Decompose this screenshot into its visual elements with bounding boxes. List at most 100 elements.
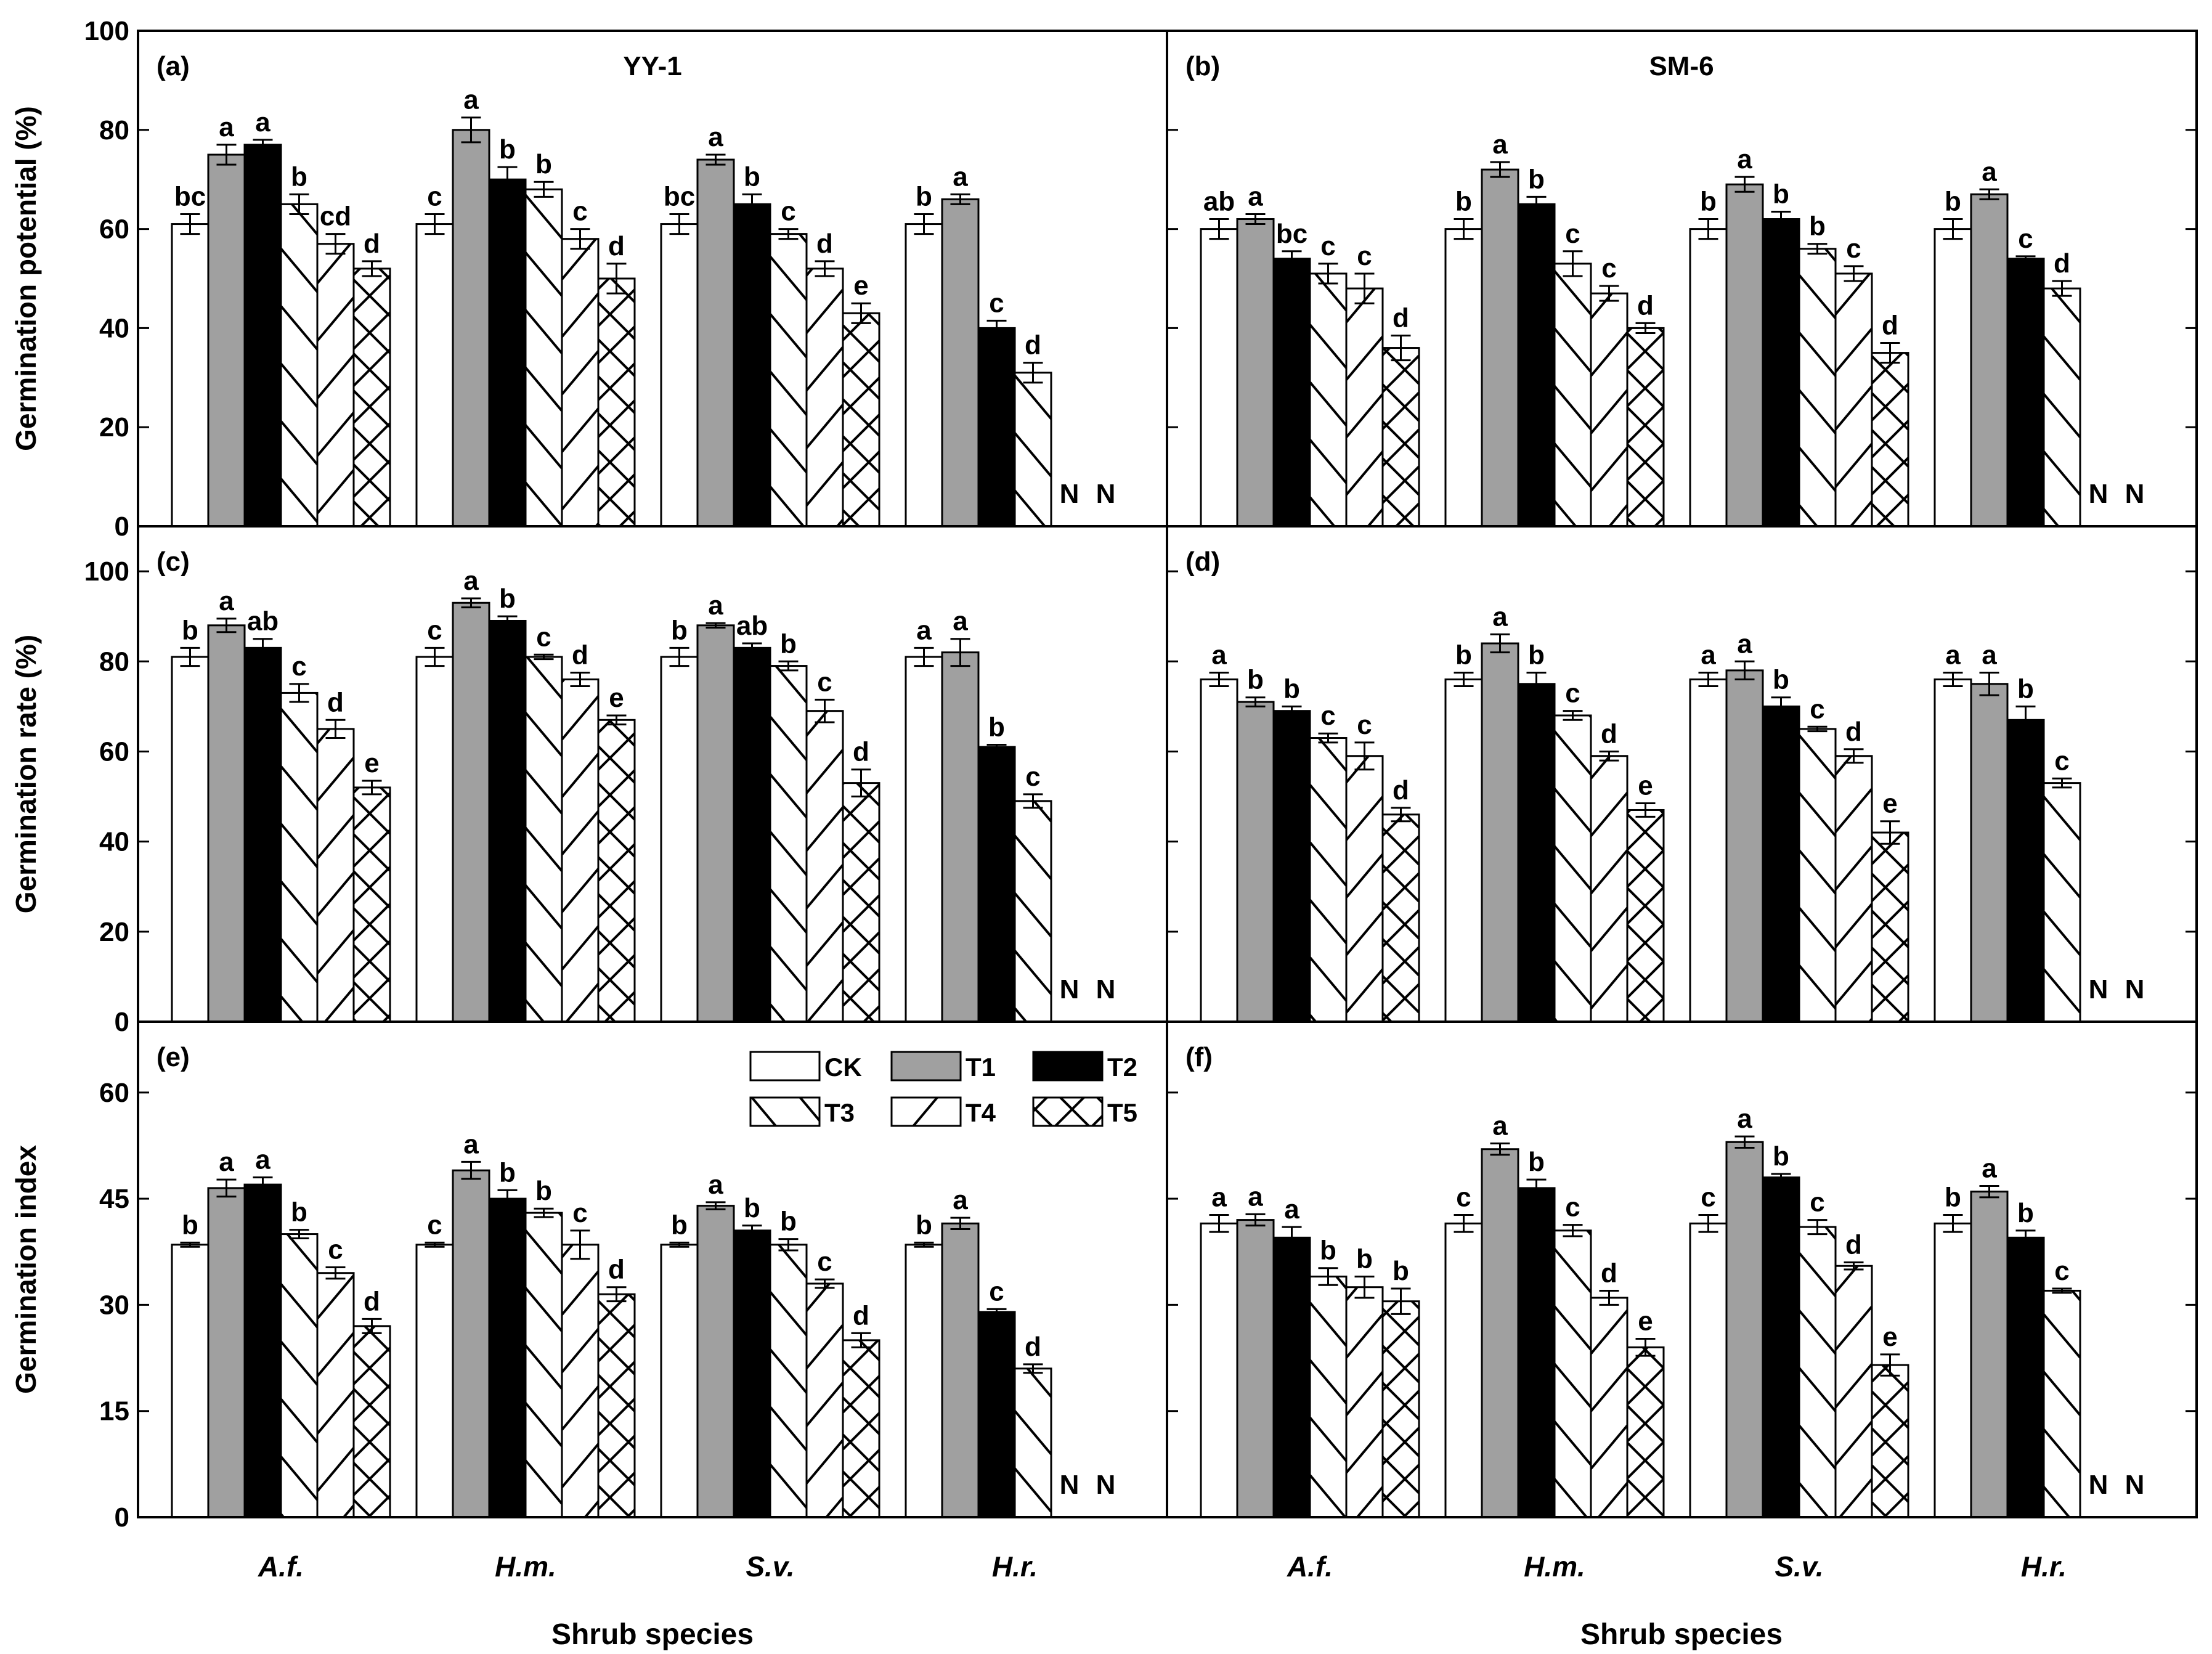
significance-letter: b — [1945, 1183, 1961, 1213]
bar-T3-3 — [1014, 1367, 1052, 1518]
significance-letter: a — [463, 566, 479, 596]
panel-title: YY-1 — [623, 51, 681, 81]
bar-T2-3 — [977, 1311, 1016, 1518]
y-axis-title: Germination potential (%) — [10, 106, 42, 451]
significance-letter: bc — [1276, 219, 1307, 249]
significance-letter: b — [1773, 665, 1789, 695]
bar-T1-2 — [1725, 669, 1764, 1023]
y-axis-title: Germination index — [10, 1145, 42, 1394]
x-tick-label: A.f. — [258, 1550, 304, 1583]
significance-letter: d — [1845, 717, 1862, 747]
bar-T1-3 — [941, 1222, 980, 1518]
bar-T3-3 — [1014, 372, 1052, 528]
bar-T1-3 — [941, 651, 980, 1023]
bar-T1-3 — [1970, 683, 2009, 1023]
bar-T3-3 — [1014, 800, 1052, 1023]
significance-letter: e — [1638, 1306, 1653, 1337]
bar-CK-2 — [660, 223, 699, 528]
bar-T2-1 — [488, 1197, 527, 1518]
bar-T5-1 — [597, 1293, 636, 1518]
x-tick-label: A.f. — [1287, 1550, 1333, 1583]
significance-letter: b — [1528, 1147, 1545, 1177]
bar-CK-2 — [660, 1244, 699, 1518]
panel-title: SM-6 — [1649, 51, 1714, 81]
significance-letter: a — [953, 606, 968, 637]
x-tick-label: H.r. — [992, 1550, 1038, 1583]
bar-CK-3 — [905, 656, 943, 1023]
significance-letter: c — [427, 615, 442, 645]
bar-T3-2 — [769, 665, 808, 1023]
bar-T3-3 — [2043, 782, 2081, 1023]
panel-label: (f) — [1185, 1042, 1213, 1072]
bar-CK-1 — [415, 223, 454, 528]
bar-T1-2 — [696, 624, 735, 1023]
significance-letter: b — [671, 615, 688, 645]
significance-letter: b — [1393, 1256, 1409, 1286]
y-tick-label: 15 — [99, 1396, 129, 1427]
significance-letter: d — [1601, 1258, 1617, 1288]
significance-letter: b — [1809, 211, 1826, 242]
not-detected-label: N — [2125, 479, 2145, 509]
bar-T2-0 — [1272, 710, 1311, 1023]
significance-letter: b — [1528, 164, 1545, 194]
panel-label: (e) — [157, 1042, 190, 1072]
significance-letter: d — [1025, 330, 1041, 361]
x-tick-label: H.r. — [2021, 1550, 2067, 1583]
significance-letter: c — [1357, 241, 1372, 271]
significance-letter: c — [1357, 710, 1372, 740]
y-tick-label: 45 — [99, 1184, 129, 1214]
significance-letter: b — [1247, 665, 1264, 695]
significance-letter: e — [609, 683, 624, 713]
legend-label-T4: T4 — [966, 1098, 996, 1127]
bar-T4-2 — [1834, 1265, 1873, 1518]
chart-frame — [137, 30, 2198, 1518]
bar-CK-0 — [171, 1244, 209, 1518]
not-detected-label: N — [1096, 479, 1116, 509]
bar-T1-1 — [1481, 1148, 1519, 1518]
significance-letter: c — [2054, 1256, 2069, 1286]
significance-letter: a — [1701, 640, 1716, 670]
panel-label: (d) — [1185, 547, 1220, 577]
significance-letter: b — [1700, 187, 1717, 217]
bar-T5-0 — [352, 267, 391, 528]
significance-letter: a — [708, 122, 723, 152]
bar-T2-0 — [1272, 1236, 1311, 1518]
significance-letter: b — [291, 161, 307, 192]
significance-letter: b — [1356, 1244, 1373, 1274]
significance-letter: b — [988, 712, 1005, 742]
significance-letter: a — [219, 586, 234, 616]
significance-letter: a — [219, 1147, 234, 1177]
significance-letter: d — [1393, 303, 1409, 333]
legend-label-CK: CK — [824, 1053, 862, 1082]
x-tick-label: S.v. — [1775, 1550, 1823, 1583]
bar-CK-2 — [1689, 678, 1728, 1023]
bar-T2-1 — [1517, 683, 1556, 1023]
x-tick-label: H.m. — [1524, 1550, 1585, 1583]
y-tick-label: 60 — [99, 736, 129, 767]
significance-letter: b — [535, 1176, 552, 1206]
legend: CK T1 T2 T3 T4 T5 — [749, 1051, 1137, 1127]
not-detected-label: N — [1060, 974, 1080, 1004]
legend-label-T5: T5 — [1107, 1098, 1137, 1127]
y-tick-label: 40 — [99, 313, 129, 343]
significance-letter: c — [1565, 678, 1580, 709]
significance-letter: b — [499, 584, 516, 614]
bar-T2-2 — [1762, 218, 1800, 528]
significance-letter: d — [608, 1255, 625, 1285]
bar-T5-0 — [352, 786, 391, 1023]
significance-letter: b — [1945, 187, 1961, 217]
bar-T2-0 — [243, 1183, 282, 1518]
significance-letter: ab — [736, 611, 768, 641]
bar-T5-2 — [1871, 1364, 1909, 1518]
bar-T1-0 — [1236, 218, 1275, 528]
significance-letter: a — [1492, 601, 1508, 632]
significance-letter: a — [1982, 157, 1997, 187]
bar-T3-1 — [524, 656, 563, 1023]
significance-letter: a — [708, 1170, 723, 1200]
panels: 0 20 40 60 80 100 Germination potential (%) (a)… — [10, 16, 2197, 1583]
significance-letter: e — [853, 271, 868, 301]
significance-letter: a — [1284, 1194, 1299, 1224]
bar-T3-0 — [1309, 737, 1348, 1023]
bar-T3-0 — [280, 1233, 319, 1518]
